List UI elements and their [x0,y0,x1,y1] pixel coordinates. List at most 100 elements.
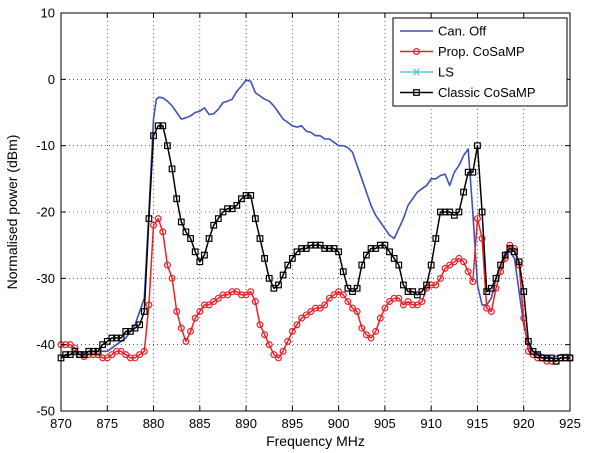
data-point-prop-cosamp [265,341,273,349]
data-point-prop-cosamp [524,347,532,355]
y-tick-label: -20 [36,205,55,220]
data-point-prop-cosamp [358,324,366,332]
data-point-prop-cosamp [159,228,167,236]
y-tick-label: -40 [36,337,55,352]
y-tick-label: -30 [36,271,55,286]
data-point-classic-cosamp [140,308,148,315]
y-axis-label: Normalised power (dBm) [4,135,20,290]
data-point-classic-cosamp [363,251,370,259]
data-point-prop-cosamp [117,347,125,355]
data-point-prop-cosamp [446,261,454,269]
data-point-prop-cosamp [478,235,486,243]
data-point-prop-cosamp [126,354,134,362]
data-point-prop-cosamp [483,304,491,312]
data-point-prop-cosamp [386,298,394,306]
data-point-prop-cosamp [413,301,421,309]
series-line-prop-cosamp [61,217,570,363]
data-point-prop-cosamp [349,304,357,312]
data-point-classic-cosamp [233,201,241,209]
legend-item-classic-cosamp: Classic CoSaMP [400,85,536,100]
data-point-prop-cosamp [362,331,370,339]
data-point-prop-cosamp [210,298,218,306]
data-point-classic-cosamp [474,142,481,150]
data-point-prop-cosamp [381,304,389,312]
data-point-classic-cosamp [376,241,384,249]
x-tick-label: 890 [235,416,257,431]
data-point-prop-cosamp [464,268,472,276]
data-point-classic-cosamp [182,228,190,236]
data-point-prop-cosamp [205,301,213,309]
y-tick-label: -50 [36,404,55,419]
data-point-classic-cosamp [511,248,518,256]
data-point-classic-cosamp [159,122,167,130]
data-point-classic-cosamp [441,208,449,216]
data-point-classic-cosamp [210,221,218,229]
data-point-prop-cosamp [237,291,245,299]
data-point-prop-cosamp [376,314,384,322]
data-point-classic-cosamp [108,334,116,342]
data-point-prop-cosamp [140,347,148,355]
data-point-prop-cosamp [270,351,278,359]
data-point-prop-cosamp [344,298,352,306]
data-point-classic-cosamp [390,255,398,262]
data-point-prop-cosamp [427,281,435,289]
series-layer [57,79,574,365]
y-tick-label: 0 [48,72,55,87]
data-point-prop-cosamp [390,294,398,302]
data-point-classic-cosamp [94,347,102,355]
series-line-can-off [60,79,570,359]
data-point-classic-cosamp [501,251,509,259]
x-tick-label: 905 [374,416,396,431]
data-point-prop-cosamp [316,304,324,312]
data-point-prop-cosamp [450,258,458,266]
data-point-classic-cosamp [367,245,375,252]
data-point-classic-cosamp [423,281,430,289]
legend-marker [413,89,420,96]
legend-item-prop-cosamp: Prop. CoSaMP [400,44,525,59]
data-point-classic-cosamp [478,208,486,216]
data-point-prop-cosamp [108,351,116,359]
data-point-classic-cosamp [557,354,565,362]
data-point-classic-cosamp [492,274,500,282]
data-point-classic-cosamp [400,281,407,289]
data-point-prop-cosamp [404,298,412,306]
data-point-prop-cosamp [418,298,426,306]
data-point-prop-cosamp [460,258,468,266]
x-tick-label: 915 [467,416,489,431]
data-point-classic-cosamp [265,274,273,282]
data-point-prop-cosamp [145,301,153,309]
legend-box [392,17,568,107]
legend-marker [413,68,420,76]
data-point-prop-cosamp [395,294,403,302]
data-point-prop-cosamp [284,337,292,345]
data-point-classic-cosamp [256,235,264,242]
data-point-prop-cosamp [321,301,329,309]
x-tick-label: 885 [189,416,211,431]
data-point-prop-cosamp [168,274,176,282]
legend-item-can-off: Can. Off [400,24,487,39]
data-point-prop-cosamp [233,288,241,296]
data-point-classic-cosamp [386,248,393,256]
data-point-prop-cosamp [469,278,477,286]
x-tick-label: 925 [559,416,581,431]
x-tick-label: 875 [96,416,118,431]
data-point-classic-cosamp [113,334,120,342]
data-point-prop-cosamp [274,354,282,362]
data-point-prop-cosamp [492,284,500,292]
data-point-prop-cosamp [154,215,162,223]
data-point-prop-cosamp [177,324,185,332]
legend-marker [413,47,421,55]
data-point-classic-cosamp [136,321,144,329]
data-point-prop-cosamp [312,304,320,312]
data-point-classic-cosamp [460,188,467,196]
data-point-prop-cosamp [307,308,315,316]
data-point-classic-cosamp [145,215,153,223]
x-axis-label: Frequency MHz [266,433,365,449]
data-point-prop-cosamp [103,354,111,362]
data-point-classic-cosamp [395,261,403,269]
data-point-classic-cosamp [432,235,440,242]
data-point-classic-cosamp [201,251,208,259]
data-point-classic-cosamp [358,261,366,269]
data-point-prop-cosamp [256,321,264,329]
data-point-classic-cosamp [339,268,347,276]
